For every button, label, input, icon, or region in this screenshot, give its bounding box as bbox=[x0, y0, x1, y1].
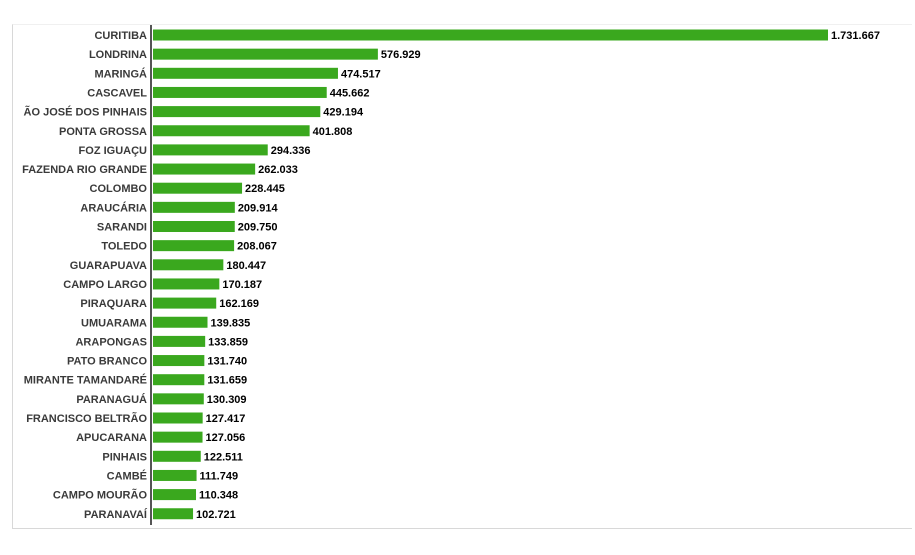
category-label: PATO BRANCO bbox=[67, 356, 148, 368]
bar bbox=[153, 125, 310, 137]
category-label: PARANAVAÍ bbox=[84, 508, 148, 521]
bar bbox=[153, 221, 235, 232]
value-label: 294.336 bbox=[271, 145, 311, 157]
value-label: 162.169 bbox=[219, 298, 259, 310]
bar bbox=[153, 163, 256, 175]
value-label: 401.808 bbox=[313, 126, 353, 138]
bar bbox=[153, 86, 327, 98]
bar bbox=[153, 335, 206, 347]
category-label: ÃO JOSÉ DOS PINHAIS bbox=[24, 106, 147, 119]
bar bbox=[153, 469, 197, 481]
category-label: CAMPO MOURÃO bbox=[53, 489, 148, 502]
category-label: GUARAPUAVA bbox=[70, 260, 147, 272]
category-label: UMUARAMA bbox=[81, 317, 147, 329]
value-label: 131.740 bbox=[207, 356, 247, 368]
bar bbox=[153, 355, 205, 367]
category-label: PINHAIS bbox=[102, 451, 147, 463]
bar bbox=[153, 412, 203, 424]
value-label: 262.033 bbox=[258, 164, 298, 176]
bar bbox=[153, 29, 828, 41]
bar bbox=[153, 431, 203, 443]
value-label: 209.750 bbox=[238, 222, 278, 234]
value-label: 170.187 bbox=[222, 279, 262, 291]
bar bbox=[153, 182, 243, 194]
value-label: 228.445 bbox=[245, 183, 285, 195]
value-label: 445.662 bbox=[330, 87, 370, 99]
value-label: 429.194 bbox=[323, 107, 364, 119]
bar-chart: CURITIBA 1.731.667 LONDRINA 576.929 MARINGÁ 4… bbox=[22, 25, 880, 525]
category-label: CASCAVEL bbox=[87, 87, 147, 99]
value-label: 180.447 bbox=[226, 260, 266, 272]
value-label: 1.731.667 bbox=[831, 30, 880, 42]
category-label: MARINGÁ bbox=[94, 67, 147, 80]
value-label: 110.348 bbox=[199, 490, 238, 502]
category-label: APUCARANA bbox=[76, 432, 147, 444]
chart-frame: CURITIBA 1.731.667 LONDRINA 576.929 MARINGÁ 4… bbox=[12, 24, 912, 529]
category-label: FRANCISCO BELTRÃO bbox=[26, 412, 147, 425]
bar bbox=[153, 316, 208, 328]
value-label: 133.859 bbox=[208, 336, 248, 348]
value-label: 122.511 bbox=[204, 451, 243, 463]
bar bbox=[153, 259, 224, 271]
bar bbox=[153, 374, 205, 386]
bar bbox=[153, 393, 204, 405]
value-label: 111.749 bbox=[200, 470, 239, 482]
value-label: 208.067 bbox=[237, 241, 277, 253]
bars-layer: CURITIBA 1.731.667 LONDRINA 576.929 MARINGÁ 4… bbox=[22, 29, 880, 521]
value-label: 127.056 bbox=[206, 432, 246, 444]
value-label: 127.417 bbox=[206, 413, 246, 425]
bar bbox=[153, 106, 321, 118]
category-label: COLOMBO bbox=[90, 183, 148, 195]
bar bbox=[153, 144, 268, 156]
bar bbox=[153, 240, 235, 252]
category-label: MIRANTE TAMANDARÉ bbox=[24, 374, 147, 387]
bar bbox=[153, 278, 220, 290]
value-label: 576.929 bbox=[381, 49, 421, 61]
category-label: CURITIBA bbox=[94, 30, 147, 42]
category-label: PONTA GROSSA bbox=[59, 126, 147, 138]
category-label: FOZ IGUAÇU bbox=[79, 145, 147, 157]
value-label: 102.721 bbox=[196, 509, 236, 521]
category-label: LONDRINA bbox=[89, 49, 147, 61]
value-label: 474.517 bbox=[341, 68, 381, 80]
category-label: TOLEDO bbox=[101, 241, 147, 253]
bar bbox=[153, 48, 378, 60]
bar bbox=[153, 450, 201, 462]
category-label: FAZENDA RIO GRANDE bbox=[22, 164, 147, 176]
bar bbox=[153, 508, 194, 520]
category-label: CAMBÉ bbox=[107, 469, 147, 482]
category-label: PARANAGUÁ bbox=[76, 393, 147, 406]
category-label: PIRAQUARA bbox=[80, 298, 147, 310]
bar bbox=[153, 297, 217, 309]
value-label: 131.659 bbox=[207, 375, 247, 387]
bar bbox=[153, 201, 235, 213]
value-label: 130.309 bbox=[207, 394, 247, 406]
category-label: ARAPONGAS bbox=[75, 336, 147, 348]
value-label: 209.914 bbox=[238, 202, 279, 214]
bar bbox=[153, 67, 338, 79]
category-label: ARAUCÁRIA bbox=[80, 201, 147, 214]
category-label: CAMPO LARGO bbox=[63, 279, 147, 291]
bar bbox=[153, 489, 197, 501]
value-label: 139.835 bbox=[211, 317, 251, 329]
category-label: SARANDI bbox=[97, 222, 147, 234]
